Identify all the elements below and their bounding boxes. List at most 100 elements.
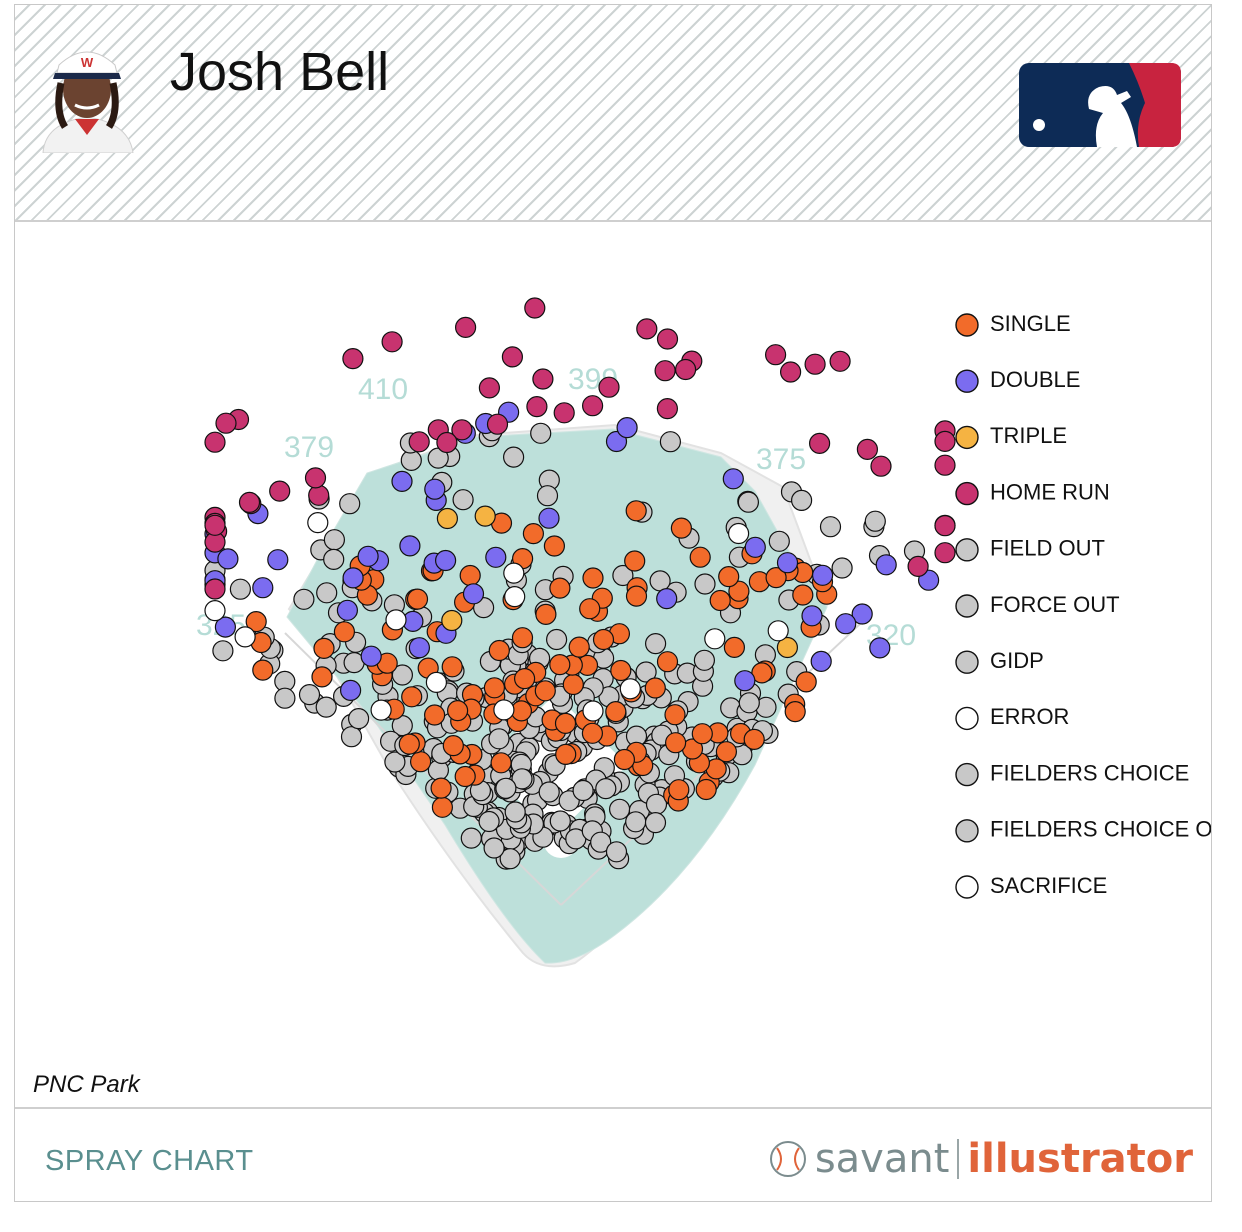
venue-name: PNC Park bbox=[33, 1071, 140, 1098]
legend-label: SINGLE bbox=[990, 311, 1071, 336]
hit-point-single bbox=[442, 734, 464, 757]
hit-point-home-run bbox=[501, 346, 523, 368]
hit-point-double bbox=[811, 564, 834, 586]
hit-point-error bbox=[582, 700, 604, 722]
hit-point-single bbox=[447, 699, 469, 722]
hit-point-error bbox=[767, 620, 789, 642]
hit-point-home-run bbox=[808, 432, 831, 454]
hit-point-double bbox=[424, 478, 446, 500]
hit-point-single bbox=[483, 677, 505, 699]
hit-point-out bbox=[831, 557, 853, 579]
hit-point-out bbox=[316, 582, 338, 604]
hit-point-double bbox=[391, 470, 413, 492]
hit-point-double bbox=[851, 603, 873, 625]
hit-point-home-run bbox=[451, 419, 473, 441]
hit-point-single bbox=[656, 651, 679, 673]
hit-point-home-run bbox=[532, 368, 554, 390]
hit-point-error bbox=[425, 671, 447, 694]
hit-point-triple bbox=[436, 507, 458, 530]
hit-point-single bbox=[535, 603, 557, 626]
hit-point-single bbox=[398, 733, 420, 755]
hit-point-single bbox=[582, 567, 604, 589]
distance-marker: 410 bbox=[358, 373, 408, 406]
legend-label: FIELDERS CHOICE OUT bbox=[990, 817, 1212, 842]
hit-point-single bbox=[605, 700, 627, 723]
hit-point-out bbox=[536, 485, 559, 507]
hit-point-out bbox=[819, 516, 842, 538]
hit-point-double bbox=[616, 417, 638, 439]
hit-point-out bbox=[495, 777, 517, 799]
hit-point-single bbox=[644, 677, 666, 699]
footer: SPRAY CHART savant illustrator bbox=[15, 1107, 1211, 1201]
hit-point-home-run bbox=[215, 412, 237, 434]
hit-point-double bbox=[656, 587, 678, 610]
player-headshot: W bbox=[42, 51, 134, 153]
hit-point-single bbox=[490, 752, 512, 774]
hit-point-home-run bbox=[381, 331, 403, 353]
legend-label: ERROR bbox=[990, 704, 1069, 729]
hit-point-single bbox=[554, 712, 577, 735]
hit-point-triple bbox=[776, 636, 799, 659]
hit-point-out bbox=[790, 489, 813, 511]
hit-point-double bbox=[342, 567, 364, 589]
hit-point-out bbox=[460, 827, 482, 849]
hit-point-out bbox=[572, 779, 594, 802]
hit-point-triple bbox=[441, 609, 463, 632]
hit-point-double bbox=[252, 577, 274, 599]
hit-point-out bbox=[538, 781, 560, 803]
hit-point-out bbox=[323, 548, 345, 571]
hit-point-home-run bbox=[238, 491, 261, 513]
hit-point-single bbox=[401, 686, 423, 708]
hit-point-out bbox=[649, 570, 671, 592]
hit-point-home-run bbox=[656, 398, 679, 420]
hit-point-home-run bbox=[907, 555, 929, 578]
legend-label: HOME RUN bbox=[990, 479, 1110, 504]
hit-point-single bbox=[795, 671, 817, 693]
hit-point-double bbox=[722, 468, 744, 490]
hit-point-home-run bbox=[934, 454, 956, 476]
legend-marker bbox=[955, 369, 979, 393]
hit-point-home-run bbox=[934, 515, 956, 537]
savant-illustrator-logo: savant illustrator bbox=[769, 1135, 1193, 1183]
legend-marker bbox=[955, 875, 979, 899]
hit-point-single bbox=[765, 566, 787, 589]
hit-point-double bbox=[357, 545, 379, 567]
hit-point-double bbox=[214, 616, 236, 638]
hit-point-single bbox=[313, 637, 335, 660]
legend-label: FIELD OUT bbox=[990, 536, 1105, 561]
hit-point-out bbox=[635, 661, 657, 683]
distance-marker: 375 bbox=[756, 443, 806, 476]
hit-point-home-run bbox=[269, 480, 291, 502]
hit-point-single bbox=[333, 621, 355, 643]
mlb-logo bbox=[1019, 63, 1181, 147]
legend-marker bbox=[955, 425, 979, 450]
hit-point-out bbox=[864, 510, 886, 532]
hit-point-home-run bbox=[656, 328, 679, 350]
hit-point-single bbox=[664, 732, 687, 754]
hit-point-home-run bbox=[526, 396, 548, 418]
brand-savant: savant bbox=[814, 1136, 950, 1182]
footer-title: SPRAY CHART bbox=[45, 1145, 254, 1177]
hit-point-error bbox=[503, 562, 525, 584]
hit-point-error bbox=[619, 678, 641, 700]
hit-point-out bbox=[488, 728, 510, 750]
hit-point-out bbox=[298, 683, 321, 706]
legend-marker bbox=[955, 819, 979, 843]
hit-point-out bbox=[315, 696, 337, 718]
hit-point-single bbox=[625, 585, 648, 607]
hit-point-single bbox=[624, 550, 646, 572]
hit-point-single bbox=[613, 748, 636, 771]
hit-point-home-run bbox=[524, 297, 546, 319]
hit-point-single bbox=[511, 627, 534, 649]
hit-point-out bbox=[348, 707, 370, 730]
hit-point-home-run bbox=[478, 377, 500, 399]
hit-point-single bbox=[689, 546, 711, 568]
brand-divider bbox=[957, 1139, 960, 1179]
hit-point-single bbox=[625, 500, 647, 522]
hit-point-out bbox=[738, 692, 760, 714]
hit-point-home-run bbox=[598, 376, 620, 398]
hit-point-out bbox=[768, 530, 790, 552]
legend-label: GIDP bbox=[990, 648, 1044, 673]
legend-marker bbox=[955, 762, 979, 787]
hit-point-home-run bbox=[304, 467, 327, 489]
